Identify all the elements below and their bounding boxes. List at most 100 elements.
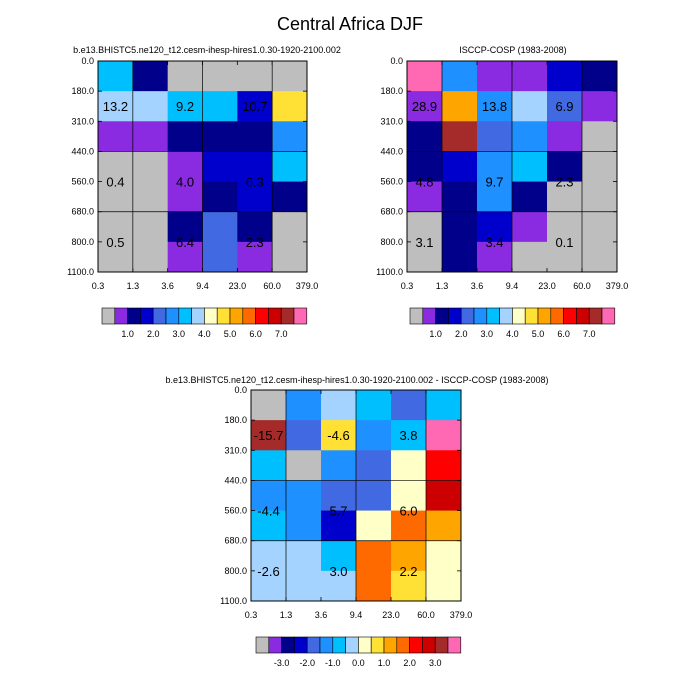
- y-tick-label: 0.0: [390, 56, 403, 66]
- heatmap-cell: [477, 121, 513, 152]
- heatmap-cell: [426, 540, 462, 572]
- heatmap-cell: [98, 181, 134, 213]
- colorbar-swatch: [152, 307, 167, 325]
- x-tick-label: 9.4: [196, 281, 209, 291]
- x-tick-label: 23.0: [229, 281, 247, 291]
- colorbar-swatch: [409, 636, 423, 654]
- heatmap-cell: [321, 570, 357, 602]
- data-label: -4.4: [257, 504, 279, 519]
- heatmap-cell: [547, 181, 583, 213]
- colorbar-swatch: [332, 636, 346, 654]
- x-tick-label: 1.3: [436, 281, 449, 291]
- x-tick-label: 60.0: [417, 610, 435, 620]
- y-tick-label: 180.0: [71, 86, 94, 96]
- data-label: 6.0: [399, 504, 417, 519]
- colorbar-label: 1.0: [121, 329, 134, 339]
- heatmap-cell: [321, 420, 357, 451]
- colorbar-swatch: [268, 636, 282, 654]
- data-label: 3.0: [329, 564, 347, 579]
- heatmap-cell: [391, 450, 427, 481]
- colorbar-swatch: [473, 307, 488, 325]
- colorbar-swatch: [281, 636, 295, 654]
- y-tick-label: 800.0: [224, 566, 247, 576]
- colorbar-swatch: [447, 636, 462, 654]
- panel-model-title: b.e13.BHISTC5.ne120_t12.cesm-ihesp-hires…: [73, 45, 341, 55]
- colorbar-label: 2.0: [147, 329, 160, 339]
- data-label: 0.4: [106, 175, 124, 190]
- heatmap-cell: [286, 510, 322, 542]
- heatmap-cell: [442, 151, 478, 182]
- heatmap-cell: [356, 420, 392, 451]
- colorbar-swatch: [280, 307, 295, 325]
- colorbar-swatch: [512, 307, 526, 325]
- heatmap-cell: [426, 570, 462, 602]
- data-label: 2.2: [399, 564, 417, 579]
- colorbar-swatch: [358, 636, 372, 654]
- heatmap-cell: [202, 151, 238, 182]
- y-tick-label: 680.0: [380, 207, 403, 217]
- heatmap-cell: [442, 241, 478, 273]
- colorbar-swatch: [165, 307, 180, 325]
- heatmap-cell: [167, 211, 203, 243]
- heatmap-cell: [237, 241, 273, 273]
- heatmap-cell: [272, 91, 308, 122]
- heatmap-cell: [391, 510, 427, 542]
- y-tick-label: 0.0: [234, 385, 247, 395]
- colorbar-swatch: [268, 307, 282, 325]
- colorbar-label: 4.0: [198, 329, 211, 339]
- colorbar-swatch: [178, 307, 192, 325]
- x-tick-label: 60.0: [573, 281, 591, 291]
- heatmap-cell: [407, 91, 443, 122]
- colorbar-label: -1.0: [325, 658, 341, 668]
- heatmap-cell: [237, 181, 273, 213]
- colorbar-swatch: [537, 307, 552, 325]
- heatmap-cell: [132, 151, 169, 182]
- y-tick-label: 1100.0: [220, 596, 247, 606]
- data-label: 4.0: [176, 175, 194, 190]
- colorbar-label: 5.0: [532, 329, 545, 339]
- x-tick-label: 0.3: [92, 281, 105, 291]
- colorbar-swatch: [448, 307, 462, 325]
- y-tick-label: 680.0: [224, 536, 247, 546]
- heatmap-cell: [477, 151, 513, 182]
- heatmap-cell: [407, 151, 443, 182]
- data-label: -15.7: [254, 428, 284, 443]
- colorbar-swatch: [306, 636, 321, 654]
- x-tick-label: 3.6: [161, 281, 174, 291]
- x-tick-label: 3.6: [471, 281, 484, 291]
- heatmap-cell: [547, 121, 583, 152]
- heatmap-cell: [407, 121, 443, 152]
- colorbar-label: 5.0: [224, 329, 237, 339]
- colorbar-label: 1.0: [429, 329, 442, 339]
- heatmap-cell: [391, 540, 427, 572]
- heatmap-cell: [477, 61, 513, 92]
- heatmap-cell: [167, 121, 203, 152]
- data-label: 9.2: [176, 99, 194, 114]
- heatmap-cell: [512, 241, 548, 273]
- heatmap-cell: [286, 540, 322, 572]
- heatmap-cell: [167, 91, 203, 122]
- data-label: 13.2: [103, 99, 128, 114]
- heatmap-cell: [132, 61, 169, 92]
- heatmap-cell: [272, 241, 308, 273]
- colorbar-swatch: [345, 636, 359, 654]
- heatmap-cell: [237, 121, 273, 152]
- colorbar-label: -3.0: [274, 658, 290, 668]
- heatmap-cell: [477, 241, 513, 273]
- colorbar-swatch: [576, 307, 590, 325]
- heatmap-cell: [582, 61, 618, 92]
- colorbar-swatch: [601, 307, 616, 325]
- panel-isccp-title: ISCCP-COSP (1983-2008): [459, 45, 566, 55]
- colorbar-label: 6.0: [557, 329, 570, 339]
- x-tick-label: 9.4: [350, 610, 363, 620]
- colorbar-swatch: [255, 636, 270, 654]
- colorbar-swatch: [255, 307, 269, 325]
- colorbar-swatch: [383, 636, 398, 654]
- heatmap-cell: [98, 91, 134, 122]
- heatmap-cell: [356, 450, 392, 481]
- heatmap-cell: [132, 121, 169, 152]
- panel-isccp: ISCCP-COSP (1983-2008) 0.0 180.0 310.0 440.…: [376, 45, 628, 291]
- colorbar-label: 3.0: [173, 329, 186, 339]
- heatmap-cell: [426, 480, 462, 511]
- heatmap-cell: [167, 241, 203, 273]
